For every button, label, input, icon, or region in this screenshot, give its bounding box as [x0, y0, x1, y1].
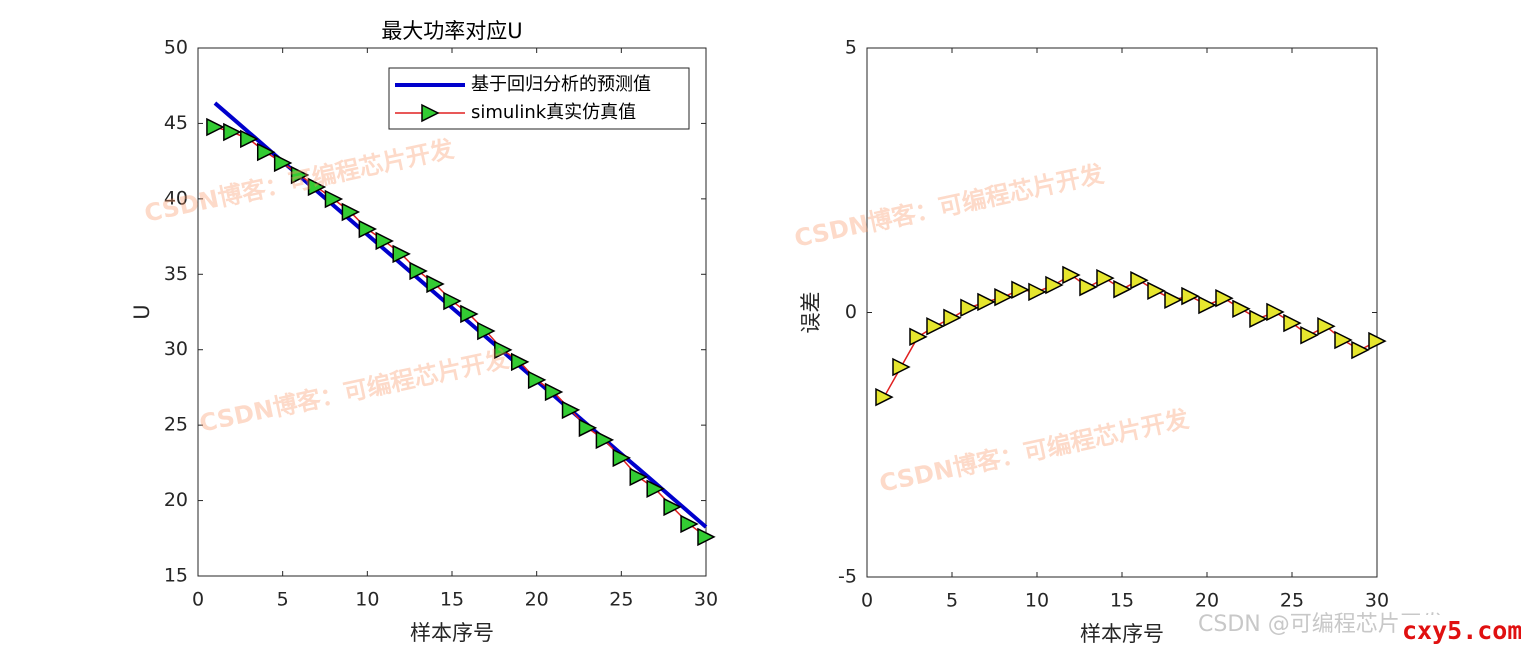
x-tick-label: 10	[355, 589, 379, 611]
x-tick-label: 15	[1110, 590, 1134, 612]
marker	[206, 117, 225, 137]
marker	[290, 165, 310, 185]
marker	[943, 308, 962, 328]
marker	[426, 274, 445, 294]
marker	[977, 292, 996, 312]
y-tick-label: 30	[164, 338, 188, 360]
y-tick-label: 35	[164, 263, 188, 285]
marker	[578, 418, 598, 438]
y-axis-label: U	[130, 304, 154, 319]
marker	[629, 467, 648, 487]
marker	[1011, 280, 1030, 299]
y-tick-label: 25	[164, 414, 188, 436]
x-tick-label: 30	[694, 589, 718, 611]
marker	[527, 370, 547, 390]
marker	[392, 244, 411, 264]
site: cxy5.com	[1402, 616, 1521, 645]
marker	[960, 298, 979, 317]
marker	[1334, 330, 1353, 350]
marker	[1215, 289, 1234, 308]
legend-label: 基于回归分析的预测值	[471, 74, 651, 95]
y-tick-label: 40	[164, 187, 188, 209]
marker	[1130, 271, 1149, 290]
marker	[494, 340, 513, 360]
x-tick-label: 25	[1280, 590, 1304, 612]
y-tick-label: 20	[164, 489, 188, 511]
plot-area	[197, 47, 707, 577]
marker	[1045, 275, 1064, 295]
legend	[388, 67, 690, 130]
marker	[1062, 265, 1081, 285]
y-tick-label: 45	[164, 112, 188, 134]
marker	[1028, 282, 1047, 302]
x-axis-label: 样本序号	[1080, 622, 1164, 646]
x-tick-label: 5	[946, 590, 958, 612]
marker	[324, 189, 344, 209]
x-tick-label: 20	[1195, 590, 1219, 612]
marker	[240, 129, 259, 149]
marker	[307, 177, 327, 197]
marker	[1368, 331, 1387, 351]
marker	[460, 304, 479, 324]
marker	[1164, 290, 1183, 310]
chart-title: 最大功率对应U	[381, 19, 522, 43]
x-tick-label: 20	[525, 589, 549, 611]
marker	[409, 261, 428, 281]
marker	[358, 219, 378, 239]
marker	[443, 291, 462, 311]
y-tick-label: 15	[164, 565, 188, 587]
marker	[926, 317, 945, 336]
marker	[256, 142, 276, 162]
marker	[1351, 340, 1370, 360]
legend-marker	[421, 103, 440, 123]
site-bg	[1398, 615, 1518, 647]
y-axis-label: 误差	[799, 292, 823, 334]
marker	[561, 400, 581, 420]
marker	[510, 352, 530, 372]
marker	[646, 479, 665, 499]
marker	[1079, 277, 1098, 297]
marker	[1096, 268, 1115, 288]
marker	[1300, 326, 1319, 345]
marker	[595, 430, 615, 450]
marker	[375, 231, 394, 251]
marker	[1181, 286, 1200, 306]
x-tick-label: 30	[1365, 590, 1389, 612]
marker	[477, 321, 496, 341]
x-axis-label: 样本序号	[410, 621, 494, 645]
marker	[663, 497, 682, 517]
marker	[909, 327, 928, 347]
marker	[994, 287, 1013, 307]
marker	[273, 153, 293, 173]
marker	[1232, 299, 1251, 319]
plot-area	[866, 47, 1378, 578]
marker	[875, 387, 894, 407]
y-tick-label: 5	[845, 37, 857, 59]
marker	[892, 357, 911, 377]
legend-label: simulink真实仿真值	[471, 102, 636, 123]
marker	[1198, 295, 1217, 315]
x-tick-label: 10	[1025, 590, 1049, 612]
marker	[1317, 317, 1336, 336]
x-tick-label: 15	[440, 589, 464, 611]
marker	[680, 514, 699, 534]
y-tick-label: 50	[164, 37, 188, 59]
marker	[1147, 281, 1166, 301]
x-tick-label: 0	[192, 589, 204, 611]
marker	[341, 202, 361, 222]
y-tick-label: 0	[845, 301, 857, 323]
marker	[697, 527, 716, 547]
y-tick-label: -5	[838, 566, 857, 588]
marker	[1283, 313, 1302, 333]
marker	[544, 382, 564, 402]
marker	[1113, 280, 1132, 299]
x-tick-label: 25	[609, 589, 633, 611]
x-tick-label: 5	[277, 589, 289, 611]
marker	[1266, 302, 1285, 322]
x-tick-label: 0	[861, 590, 873, 612]
marker	[223, 122, 242, 142]
marker	[1249, 309, 1268, 329]
marker	[612, 448, 632, 468]
